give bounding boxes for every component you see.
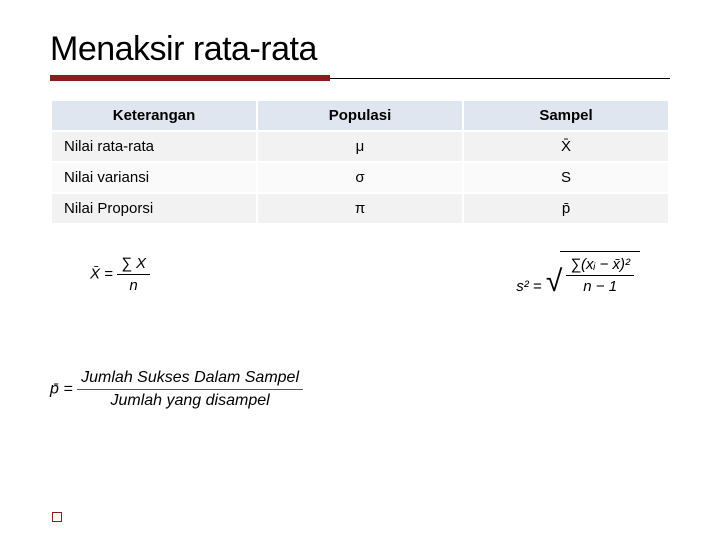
formula-variance-num: ∑(xᵢ − x̄)² <box>566 256 634 276</box>
slide: Menaksir rata-rata Keterangan Populasi S… <box>0 0 720 540</box>
cell-populasi: π <box>257 193 463 224</box>
table-header-row: Keterangan Populasi Sampel <box>51 100 669 131</box>
th-keterangan: Keterangan <box>51 100 257 131</box>
corner-box-icon <box>52 512 62 522</box>
formula-mean-lhs: X̄ = <box>90 265 113 282</box>
cell-label: Nilai Proporsi <box>51 193 257 224</box>
formula-variance-lhs: s² = <box>516 278 541 295</box>
cell-sampel: X̄ <box>463 131 669 162</box>
cell-populasi: σ <box>257 162 463 193</box>
th-sampel: Sampel <box>463 100 669 131</box>
formula-variance: s² = √ ∑(xᵢ − x̄)² n − 1 <box>516 251 640 297</box>
formula-mean: X̄ = ∑ X n <box>90 255 150 294</box>
cell-populasi: μ <box>257 131 463 162</box>
formulas-region: X̄ = ∑ X n s² = √ ∑(xᵢ − x̄)² n − 1 p̄ = <box>50 249 670 349</box>
formula-proportion-num: Jumlah Sukses Dalam Sampel <box>77 369 303 390</box>
cell-sampel: p̄ <box>463 193 669 224</box>
table-row: Nilai Proporsi π p̄ <box>51 193 669 224</box>
slide-title: Menaksir rata-rata <box>50 30 670 69</box>
formula-mean-den: n <box>117 275 150 294</box>
formula-variance-den: n − 1 <box>566 276 634 295</box>
formula-proportion: p̄ = Jumlah Sukses Dalam Sampel Jumlah y… <box>50 369 303 410</box>
cell-sampel: S <box>463 162 669 193</box>
formula-proportion-lhs: p̄ = <box>50 381 73 398</box>
table-row: Nilai variansi σ S <box>51 162 669 193</box>
title-divider <box>50 75 670 85</box>
cell-label: Nilai rata-rata <box>51 131 257 162</box>
formula-proportion-den: Jumlah yang disampel <box>77 390 303 410</box>
th-populasi: Populasi <box>257 100 463 131</box>
formula-mean-num: ∑ X <box>117 255 150 275</box>
table-row: Nilai rata-rata μ X̄ <box>51 131 669 162</box>
stats-table: Keterangan Populasi Sampel Nilai rata-ra… <box>50 99 670 225</box>
cell-label: Nilai variansi <box>51 162 257 193</box>
